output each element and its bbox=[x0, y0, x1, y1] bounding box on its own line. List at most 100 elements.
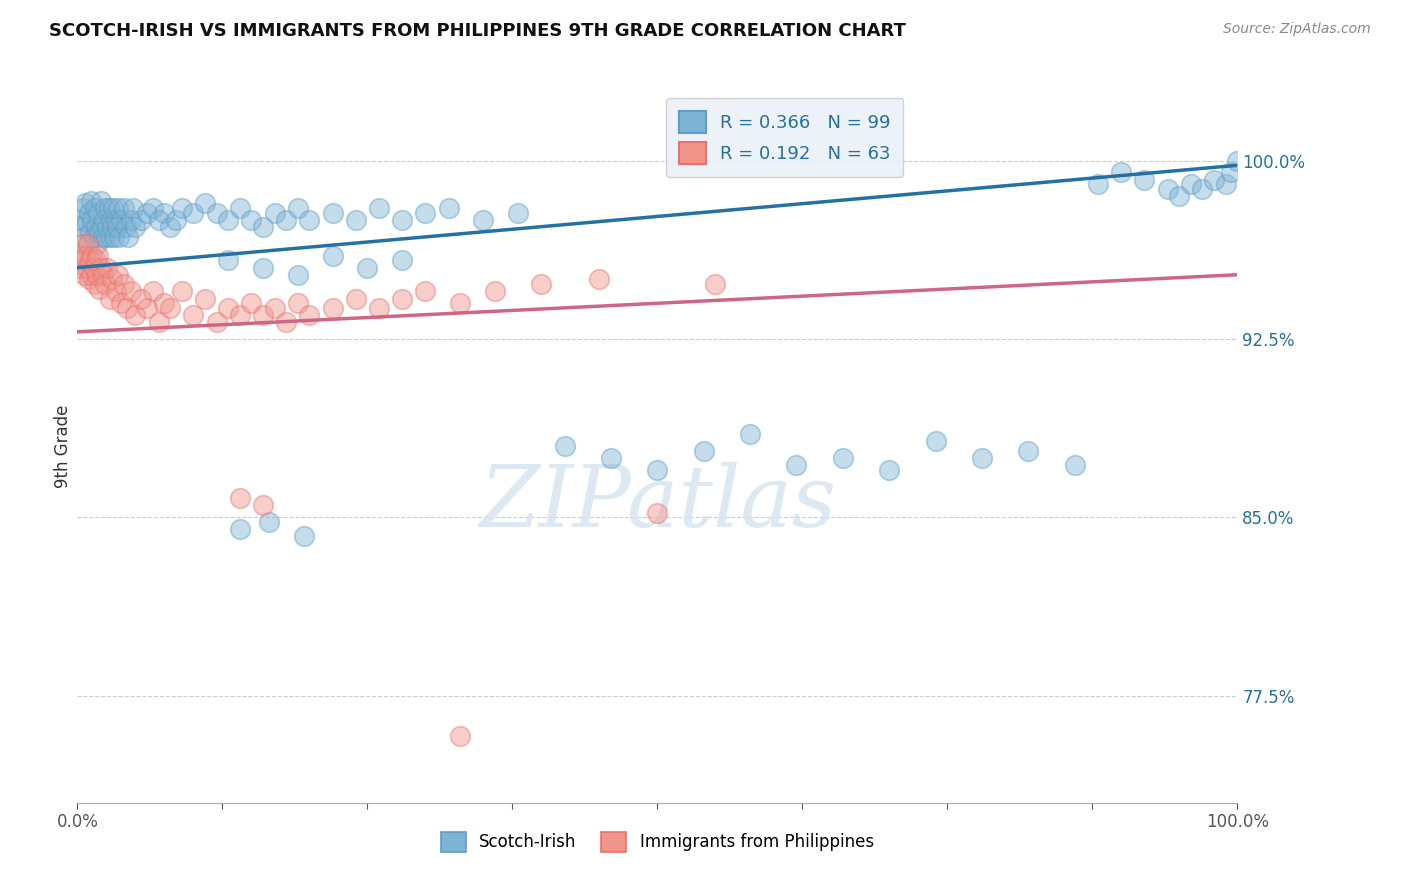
Point bbox=[506, 206, 529, 220]
Point bbox=[90, 220, 112, 235]
Point bbox=[70, 236, 93, 251]
Point bbox=[240, 213, 263, 227]
Point bbox=[165, 213, 187, 227]
Point bbox=[76, 215, 98, 229]
Point bbox=[124, 220, 146, 235]
Point bbox=[704, 277, 727, 292]
Point bbox=[321, 301, 344, 315]
Point bbox=[83, 201, 105, 215]
Point bbox=[84, 253, 107, 268]
Point bbox=[1226, 153, 1249, 168]
Point bbox=[1220, 165, 1243, 179]
Text: SCOTCH-IRISH VS IMMIGRANTS FROM PHILIPPINES 9TH GRADE CORRELATION CHART: SCOTCH-IRISH VS IMMIGRANTS FROM PHILIPPI… bbox=[49, 22, 905, 40]
Point bbox=[101, 272, 124, 286]
Point bbox=[274, 213, 298, 227]
Point bbox=[110, 296, 132, 310]
Point bbox=[100, 213, 122, 227]
Point bbox=[217, 213, 239, 227]
Point bbox=[228, 522, 252, 536]
Point bbox=[153, 296, 176, 310]
Point bbox=[159, 301, 181, 315]
Point bbox=[413, 206, 436, 220]
Y-axis label: 9th Grade: 9th Grade bbox=[53, 404, 72, 488]
Point bbox=[298, 213, 321, 227]
Point bbox=[72, 253, 94, 268]
Point bbox=[437, 201, 460, 215]
Point bbox=[86, 268, 108, 282]
Point bbox=[98, 292, 121, 306]
Point bbox=[96, 229, 118, 244]
Point bbox=[87, 249, 110, 263]
Point bbox=[292, 529, 315, 543]
Point bbox=[287, 201, 309, 215]
Point bbox=[344, 213, 367, 227]
Point bbox=[76, 236, 98, 251]
Point bbox=[129, 292, 152, 306]
Point bbox=[105, 220, 128, 235]
Text: ZIPatlas: ZIPatlas bbox=[478, 462, 837, 544]
Point bbox=[205, 315, 228, 329]
Point bbox=[413, 285, 436, 299]
Point bbox=[84, 220, 107, 235]
Point bbox=[75, 196, 97, 211]
Point bbox=[356, 260, 378, 275]
Point bbox=[89, 225, 111, 239]
Point bbox=[77, 272, 100, 286]
Point bbox=[785, 458, 807, 472]
Point bbox=[228, 201, 252, 215]
Point bbox=[107, 268, 129, 282]
Point bbox=[391, 253, 413, 268]
Point bbox=[112, 201, 135, 215]
Point bbox=[228, 491, 252, 506]
Point bbox=[228, 308, 252, 322]
Point bbox=[287, 268, 309, 282]
Point bbox=[554, 439, 576, 453]
Point bbox=[148, 213, 170, 227]
Point bbox=[832, 450, 855, 465]
Point bbox=[1168, 189, 1191, 203]
Point bbox=[135, 206, 157, 220]
Point bbox=[972, 450, 994, 465]
Point bbox=[83, 229, 105, 244]
Point bbox=[76, 236, 98, 251]
Point bbox=[104, 213, 127, 227]
Point bbox=[1018, 443, 1040, 458]
Point bbox=[75, 249, 97, 263]
Point bbox=[77, 206, 100, 220]
Point bbox=[69, 213, 91, 227]
Point bbox=[148, 315, 170, 329]
Point bbox=[252, 260, 274, 275]
Point bbox=[257, 515, 280, 529]
Point bbox=[170, 201, 193, 215]
Point bbox=[72, 201, 94, 215]
Point bbox=[368, 201, 391, 215]
Point bbox=[135, 301, 157, 315]
Point bbox=[194, 292, 217, 306]
Point bbox=[472, 213, 495, 227]
Point bbox=[94, 277, 117, 292]
Point bbox=[76, 260, 98, 275]
Point bbox=[82, 249, 104, 263]
Point bbox=[129, 213, 152, 227]
Point bbox=[98, 229, 121, 244]
Legend: Scotch-Irish, Immigrants from Philippines: Scotch-Irish, Immigrants from Philippine… bbox=[434, 825, 880, 859]
Point bbox=[205, 206, 228, 220]
Point bbox=[194, 196, 217, 211]
Point bbox=[112, 277, 135, 292]
Point bbox=[588, 272, 610, 286]
Point bbox=[925, 434, 948, 449]
Point bbox=[104, 285, 127, 299]
Point bbox=[1202, 172, 1225, 186]
Point bbox=[252, 499, 274, 513]
Point bbox=[1156, 182, 1178, 196]
Point bbox=[117, 229, 139, 244]
Point bbox=[391, 292, 413, 306]
Point bbox=[120, 213, 142, 227]
Point bbox=[142, 201, 165, 215]
Point bbox=[263, 206, 285, 220]
Point bbox=[142, 285, 165, 299]
Point bbox=[107, 201, 129, 215]
Point bbox=[87, 206, 110, 220]
Point bbox=[877, 463, 901, 477]
Point bbox=[240, 296, 263, 310]
